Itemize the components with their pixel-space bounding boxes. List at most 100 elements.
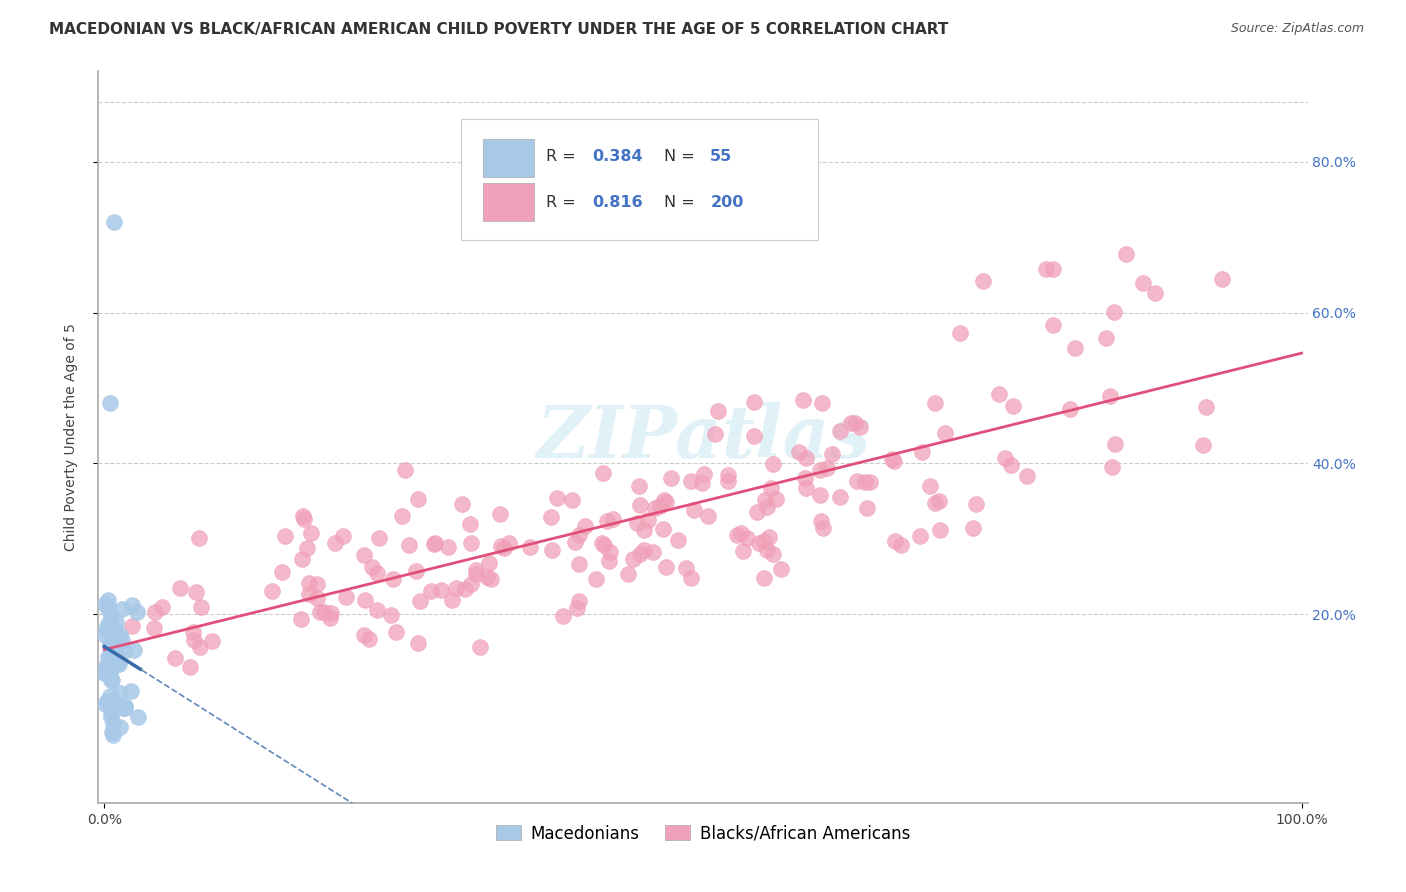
Point: [319, 607, 342, 621]
Point: [769, 562, 792, 576]
Point: [100, 673, 122, 687]
Point: [541, 543, 564, 558]
Point: [844, 417, 866, 431]
Point: [489, 540, 512, 554]
Point: [394, 463, 416, 477]
Point: [659, 471, 682, 485]
Point: [617, 567, 640, 582]
Point: [262, 584, 284, 599]
Point: [465, 563, 488, 577]
Point: [845, 474, 868, 488]
Point: [108, 720, 131, 734]
Point: [292, 512, 315, 526]
Point: [725, 528, 748, 542]
Point: [100, 647, 122, 661]
Point: [270, 565, 292, 579]
Point: [380, 608, 402, 623]
Point: [1102, 305, 1125, 319]
Point: [633, 543, 655, 558]
Point: [163, 651, 186, 665]
Point: [972, 274, 994, 288]
Point: [592, 538, 614, 552]
Point: [120, 684, 142, 698]
Point: [366, 566, 388, 580]
Text: N =: N =: [664, 194, 700, 210]
Point: [717, 468, 740, 483]
Point: [652, 492, 675, 507]
Point: [96, 650, 118, 665]
Point: [108, 657, 131, 672]
Point: [987, 386, 1010, 401]
Point: [637, 513, 659, 527]
Point: [94, 597, 117, 611]
Point: [98, 636, 121, 650]
Point: [758, 530, 780, 544]
Point: [731, 544, 754, 558]
Point: [100, 710, 122, 724]
Point: [100, 705, 122, 719]
Point: [291, 552, 314, 566]
Point: [1035, 262, 1057, 277]
Point: [98, 640, 121, 655]
Point: [121, 598, 143, 612]
Point: [101, 673, 124, 687]
Point: [752, 571, 775, 585]
Point: [183, 624, 205, 639]
Point: [859, 475, 882, 490]
Point: [551, 609, 574, 624]
Point: [97, 665, 120, 680]
Point: [752, 533, 775, 548]
Point: [561, 493, 583, 508]
Y-axis label: Child Poverty Under the Age of 5: Child Poverty Under the Age of 5: [63, 323, 77, 551]
Point: [849, 420, 872, 434]
Point: [292, 509, 315, 524]
Point: [96, 666, 118, 681]
Point: [884, 533, 907, 548]
Point: [910, 529, 932, 543]
Point: [94, 628, 117, 642]
Point: [101, 725, 124, 739]
Point: [644, 501, 666, 516]
Point: [382, 572, 405, 586]
Text: ZIPatlas: ZIPatlas: [536, 401, 870, 473]
Point: [568, 557, 591, 571]
Point: [108, 628, 131, 642]
Point: [1000, 458, 1022, 472]
Point: [755, 500, 778, 515]
Point: [111, 633, 134, 648]
Point: [305, 591, 328, 606]
Point: [808, 488, 831, 502]
Point: [97, 616, 120, 631]
Point: [621, 551, 644, 566]
Point: [309, 605, 332, 619]
Point: [96, 694, 118, 708]
Point: [108, 686, 131, 700]
Point: [1115, 247, 1137, 261]
Point: [762, 457, 785, 471]
Point: [1042, 318, 1064, 332]
Point: [100, 635, 122, 649]
Point: [830, 490, 852, 504]
Point: [314, 605, 336, 619]
Point: [98, 689, 121, 703]
Legend: Macedonians, Blacks/African Americans: Macedonians, Blacks/African Americans: [489, 818, 917, 849]
Point: [994, 451, 1017, 466]
Point: [934, 426, 956, 441]
Point: [1059, 401, 1081, 416]
Point: [405, 564, 427, 578]
Point: [105, 647, 128, 661]
Point: [451, 497, 474, 511]
Point: [1098, 389, 1121, 403]
Point: [100, 396, 122, 410]
Point: [742, 428, 765, 442]
Point: [762, 547, 785, 561]
Point: [596, 514, 619, 528]
Point: [540, 510, 562, 524]
Point: [1094, 331, 1116, 345]
Point: [353, 593, 375, 607]
Point: [111, 602, 134, 616]
Point: [585, 572, 607, 586]
Point: [628, 498, 651, 512]
Point: [187, 531, 209, 545]
Point: [429, 583, 451, 598]
